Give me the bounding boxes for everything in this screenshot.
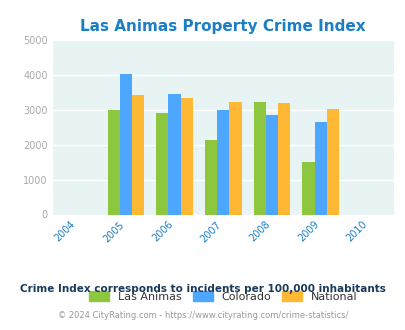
Bar (302, 162, 314, 214)
Bar (132, 94, 144, 214)
Bar (217, 110, 229, 214)
Bar (156, 113, 168, 214)
Bar (229, 102, 241, 214)
Bar (326, 109, 338, 214)
Bar (265, 115, 277, 214)
Bar (168, 94, 180, 214)
Bar (253, 102, 265, 214)
Title: Las Animas Property Crime Index: Las Animas Property Crime Index (80, 19, 365, 34)
Bar (205, 140, 217, 214)
Text: © 2024 CityRating.com - https://www.cityrating.com/crime-statistics/: © 2024 CityRating.com - https://www.city… (58, 312, 347, 320)
Bar (314, 122, 326, 214)
Legend: Las Animas, Colorado, National: Las Animas, Colorado, National (84, 286, 361, 306)
Bar (119, 74, 132, 215)
Bar (107, 110, 119, 214)
Bar (277, 103, 290, 214)
Bar (180, 98, 192, 214)
Text: Crime Index corresponds to incidents per 100,000 inhabitants: Crime Index corresponds to incidents per… (20, 284, 385, 294)
